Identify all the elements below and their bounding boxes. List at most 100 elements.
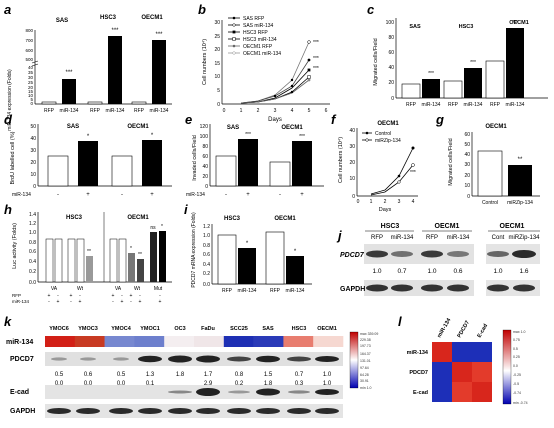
panel-i-star: * xyxy=(294,249,297,255)
panel-b-ytick: 25 xyxy=(214,34,220,40)
panel-a-ytick: 35 xyxy=(28,70,34,75)
panel-f-ytick: 20 xyxy=(349,160,355,166)
panel-c-xlabel: RFP xyxy=(406,102,417,108)
panel-j-lane: miR-134 xyxy=(447,235,470,241)
panel-k-scale-tick: 229.38 xyxy=(360,338,371,342)
panel-a-xlabel: miR-134 xyxy=(106,108,125,114)
panel-b-legend: HSC3 miR-134 xyxy=(243,37,277,43)
panel-g-ytick: 30 xyxy=(464,162,470,168)
panel-k-heat-cell xyxy=(45,336,76,347)
panel-k-pdcd7-value: 0.5 xyxy=(117,372,126,378)
panel-a-group-label: SAS xyxy=(56,18,68,24)
panel-h-ytick: 1.4 xyxy=(29,212,36,218)
panel-k-pdcd7-value: 1.0 xyxy=(323,372,332,378)
panel-c-ytick: 60 xyxy=(388,50,394,56)
panel-a-ytick: 40 xyxy=(28,65,34,70)
panel-f: f OECM1 Cell numbers (10⁴) 40 30 20 10 0… xyxy=(331,112,418,213)
panel-k-ecad-value: 0.0 xyxy=(117,381,126,387)
panel-j-row-label: GAPDH xyxy=(340,286,365,293)
panel-k-lane: YMOC4 xyxy=(111,326,132,332)
panel-e-bar xyxy=(292,141,312,186)
panel-h-sign: + xyxy=(48,293,51,299)
panel-l-heatmap xyxy=(432,342,492,402)
panel-g-xlabel: miRZip-134 xyxy=(507,200,533,206)
panel-b-legend: SAS RFP xyxy=(243,16,265,22)
panel-g-ytick: 0 xyxy=(467,194,470,200)
panel-k-lane: OC3 xyxy=(174,326,185,332)
panel-d-rowlabel: miR-134 xyxy=(12,192,31,198)
panel-c-xlabel: miR-134 xyxy=(506,102,525,108)
panel-k-pdcd7-value: 1.7 xyxy=(204,372,213,378)
panel-l-col-label: PDCD7 xyxy=(457,320,472,339)
panel-h-sign: - xyxy=(70,299,72,305)
panel-h-sign: - xyxy=(139,293,141,299)
panel-e: e Invaded cells/Field 120 100 80 60 40 2… xyxy=(185,112,324,198)
panel-l-col-label: E-cad xyxy=(477,323,490,339)
panel-f-ylabel: Cell numbers (10⁴) xyxy=(337,137,344,183)
panel-l: l miR-134 PDCD7 E-cad miR-134 PDCD7 E-ca… xyxy=(398,314,528,405)
panel-i-xlabel: miR-134 xyxy=(286,288,305,294)
panel-k-ecad-value: 0.2 xyxy=(235,381,244,387)
panel-a-group-label: OECM1 xyxy=(141,15,163,21)
panel-l-scale-tick: 0.25 xyxy=(513,355,520,359)
panel-k-lane: OECM1 xyxy=(317,326,337,332)
panel-h-sign: + xyxy=(159,299,162,305)
panel-l-row-label: E-cad xyxy=(413,390,428,396)
panel-a-ytick: 0 xyxy=(30,101,33,106)
panel-e-sign: + xyxy=(300,192,304,198)
panel-k-heat-cell xyxy=(134,336,165,347)
panel-b-star: *** xyxy=(313,56,319,62)
panel-j-row-label: PDCD7 xyxy=(340,252,365,259)
panel-l-scale-tick: -0.74 xyxy=(513,391,521,395)
panel-f-legend: Control xyxy=(375,131,391,137)
panel-d-star: * xyxy=(87,134,90,140)
panel-h-group-label: OECM1 xyxy=(127,215,149,221)
panel-l-row-label: miR-134 xyxy=(407,350,429,356)
panel-k-pdcd7-value: 0.5 xyxy=(55,372,64,378)
panel-f-xtick: 0 xyxy=(357,199,360,205)
panel-k-pdcd7-value: 1.5 xyxy=(264,372,273,378)
panel-l-scale-tick: -0.25 xyxy=(513,373,521,377)
panel-e-rowlabel: miR-134 xyxy=(186,192,205,198)
panel-f-star: *** xyxy=(410,170,416,176)
panel-c-xlabel: miR-134 xyxy=(422,102,441,108)
panel-d-ytick: 30 xyxy=(30,148,36,154)
panel-letter-j: j xyxy=(336,228,342,243)
panel-c-bar xyxy=(401,83,421,99)
panel-h-star: * xyxy=(161,224,163,230)
panel-letter-f: f xyxy=(331,112,337,127)
panel-k-ecad-value: 0.1 xyxy=(146,381,155,387)
panel-k-heat-cell xyxy=(283,336,314,347)
panel-k-scale-tick: max 339.09 xyxy=(360,332,378,336)
panel-a-ytick: 25 xyxy=(28,80,34,85)
panel-j-lane: RFP xyxy=(371,235,383,241)
panel-k-lane: HSC3 xyxy=(292,326,307,332)
panel-c-ytick: 100 xyxy=(386,20,395,26)
panel-f-xtick: 4 xyxy=(412,199,415,205)
panel-k-row-label: miR-134 xyxy=(6,339,33,346)
panel-h-star: ns xyxy=(150,225,156,231)
panel-k-color-scale xyxy=(349,331,359,389)
panel-j-group-label: OECM1 xyxy=(500,223,525,230)
panel-k-scale-tick: 197.73 xyxy=(360,344,371,348)
panel-letter-l: l xyxy=(398,314,402,329)
panel-d-bar xyxy=(47,155,69,187)
panel-h-xlabel: Mut xyxy=(154,286,163,292)
panel-k-pdcd7-value: 0.8 xyxy=(235,372,244,378)
panel-e-bar xyxy=(238,139,258,186)
panel-f-xtick: 3 xyxy=(398,199,401,205)
panel-d-bar xyxy=(111,155,133,187)
panel-a-ytick: 10 xyxy=(28,93,34,98)
panel-a-xlabel: RFP xyxy=(44,108,55,114)
panel-i-ytick: 0.0 xyxy=(203,282,210,288)
panel-k-scale-tick: min 1.0 xyxy=(360,386,372,390)
panel-g-ytick: 40 xyxy=(464,152,470,158)
panel-e-sign: - xyxy=(279,192,281,198)
panel-i-ytick: 1.2 xyxy=(203,224,210,230)
panel-e-bar xyxy=(215,155,237,187)
panel-b-ylabel: Cell numbers (10⁴) xyxy=(201,39,208,85)
panel-k-heatmap-strip xyxy=(45,336,344,347)
panel-k-pdcd7-value: 0.6 xyxy=(84,372,93,378)
panel-i: i PDCD7 mRNA expression (Folds) 1.2 1.0 … xyxy=(184,202,312,294)
